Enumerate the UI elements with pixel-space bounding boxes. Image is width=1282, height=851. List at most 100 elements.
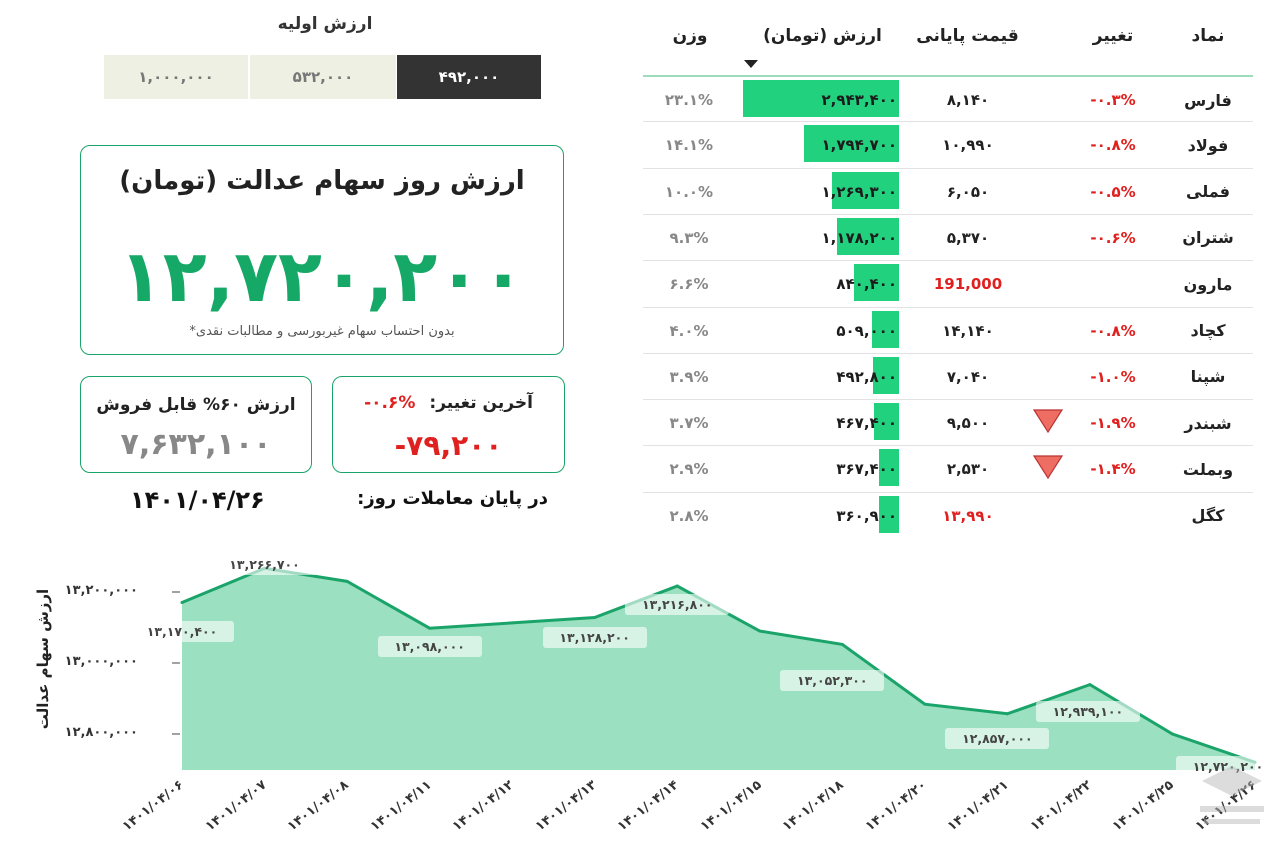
chart-data-point[interactable] — [1005, 712, 1009, 716]
table-row[interactable]: شپنا -۱.۰% ۷,۰۴۰ ۴۹۲,۸۰۰ ۳.۹% — [643, 352, 1253, 400]
table-row[interactable]: فارس -۰.۳% ۸,۱۴۰ ۲,۹۴۳,۴۰۰ ۲۳.۱% — [643, 75, 1253, 123]
chart-point-label: ۱۳,۰۹۸,۰۰۰ — [377, 636, 482, 658]
table-row[interactable]: شتران -۰.۶% ۵,۳۷۰ ۱,۱۷۸,۲۰۰ ۹.۳% — [643, 213, 1253, 261]
chart-data-point[interactable] — [510, 621, 514, 625]
trading-date: ۱۴۰۱/۰۴/۲۶ — [130, 486, 265, 514]
value-text: ۱,۷۹۴,۷۰۰ — [821, 136, 897, 155]
value-cell: ۲,۹۴۳,۴۰۰ — [743, 77, 899, 123]
table-row[interactable]: کچاد -۰.۸% ۱۴,۱۴۰ ۵۰۹,۰۰۰ ۴.۰% — [643, 306, 1253, 354]
weight-cell: ۳.۷% — [669, 414, 709, 433]
value-text: ۸۴۰,۴۰۰ — [836, 275, 897, 294]
y-tick-label: ۱۳,۰۰۰,۰۰۰ — [64, 654, 138, 669]
equity-value-title: ارزش روز سهام عدالت (تومان) — [119, 166, 525, 196]
initial-value-option-492000[interactable]: ۴۹۲,۰۰۰ — [397, 55, 541, 99]
change-cell: -۰.۸% — [1090, 321, 1136, 340]
table-row[interactable]: فملی -۰.۵% ۶,۰۵۰ ۱,۲۶۹,۳۰۰ ۱۰.۰% — [643, 167, 1253, 215]
value-cell: ۸۴۰,۴۰۰ — [743, 261, 899, 307]
value-cell: ۴۶۷,۴۰۰ — [743, 400, 899, 446]
chart-data-point[interactable] — [593, 615, 597, 619]
value-text: ۲,۹۴۳,۴۰۰ — [821, 91, 897, 109]
change-arrow-cell — [1028, 493, 1068, 539]
sort-descending-icon — [744, 60, 758, 68]
chart-data-point[interactable] — [345, 579, 349, 583]
weight-cell: ۲۳.۱% — [664, 91, 714, 109]
chart-point-label: ۱۳,۱۷۰,۴۰۰ — [130, 620, 234, 642]
weight-cell: ۲.۸% — [669, 506, 709, 525]
value-bar — [879, 495, 899, 533]
weight-cell: ۲.۹% — [669, 460, 709, 479]
chart-data-point[interactable] — [1088, 683, 1092, 687]
chart-point-label: ۱۲,۹۳۹,۱۰۰ — [1035, 700, 1140, 722]
change-cell — [1063, 261, 1163, 307]
weight-cell: ۴.۰% — [669, 321, 709, 340]
chart-data-point[interactable] — [1170, 732, 1174, 736]
equity-value-note: *بدون احتساب سهام غیربورسی و مطالبات نقد… — [189, 324, 455, 339]
value-cell: ۱,۱۷۸,۲۰۰ — [743, 215, 899, 261]
column-header-change[interactable]: تغییر — [1092, 26, 1134, 46]
symbol-cell: شبندر — [1184, 413, 1232, 433]
down-triangle-icon — [1032, 454, 1064, 484]
chart-data-point[interactable] — [840, 642, 844, 646]
value-cell: ۳۶۰,۹۰۰ — [743, 493, 899, 539]
chart-point-label: ۱۳,۰۵۲,۳۰۰ — [780, 670, 885, 692]
change-cell: -۱.۰% — [1090, 367, 1136, 386]
price-cell: ۶,۰۵۰ — [946, 182, 990, 201]
change-arrow-cell — [1028, 308, 1068, 354]
initial-value-option-1000000[interactable]: ۱,۰۰۰,۰۰۰ — [104, 55, 248, 99]
change-cell: -۱.۴% — [1090, 460, 1136, 479]
chart-point-label: ۱۳,۱۲۸,۲۰۰ — [542, 627, 647, 649]
table-row[interactable]: وبملت -۱.۴% ۲,۵۳۰ ۳۶۷,۴۰۰ ۲.۹% — [643, 445, 1253, 492]
value-text: ۴۹۲,۸۰۰ — [836, 367, 897, 386]
column-header-symbol[interactable]: نماد — [1191, 26, 1225, 46]
symbol-cell: کگل — [1191, 506, 1225, 526]
initial-value-title: ارزش اولیه — [277, 14, 373, 34]
column-header-price[interactable]: قیمت پایانی — [916, 26, 1019, 46]
symbol-cell: کچاد — [1190, 321, 1226, 340]
chart-data-point[interactable] — [675, 584, 679, 588]
chart-data-point[interactable] — [923, 702, 927, 706]
last-change-percent: -۰.۶% — [364, 393, 416, 413]
price-cell: ۸,۱۴۰ — [946, 91, 990, 109]
price-cell: ۹,۵۰۰ — [946, 414, 990, 433]
column-header-weight[interactable]: وزن — [672, 26, 708, 46]
change-arrow-cell — [1028, 354, 1068, 400]
value-cell: ۴۹۲,۸۰۰ — [743, 354, 899, 400]
symbol-cell: مارون — [1183, 274, 1233, 294]
value-cell: ۱,۷۹۴,۷۰۰ — [743, 122, 899, 168]
chart-data-point[interactable] — [428, 626, 432, 630]
price-cell: ۱۰,۹۹۰ — [942, 136, 994, 155]
column-header-value[interactable]: ارزش (تومان) — [763, 26, 882, 46]
value-bar — [836, 217, 899, 255]
value-text: ۳۶۷,۴۰۰ — [836, 460, 897, 479]
value-text: ۱,۱۷۸,۲۰۰ — [821, 228, 897, 247]
table-row[interactable]: کگل ۱۳,۹۹۰ ۳۶۰,۹۰۰ ۲.۸% — [643, 491, 1253, 539]
table-row[interactable]: شبندر -۱.۹% ۹,۵۰۰ ۴۶۷,۴۰۰ ۳.۷% — [643, 399, 1253, 446]
value-text: ۱,۲۶۹,۳۰۰ — [821, 182, 897, 201]
symbol-cell: وبملت — [1182, 459, 1234, 479]
price-cell: ۵,۳۷۰ — [946, 228, 990, 247]
change-arrow-cell — [1028, 77, 1068, 123]
sellable-value-title: ارزش ۶۰% قابل فروش — [96, 395, 296, 415]
symbol-cell: شپنا — [1190, 367, 1226, 387]
table-row[interactable]: فولاد -۰.۸% ۱۰,۹۹۰ ۱,۷۹۴,۷۰۰ ۱۴.۱% — [643, 121, 1253, 168]
sellable-value-card: ارزش ۶۰% قابل فروش ۷,۶۳۲,۱۰۰ — [80, 376, 312, 473]
watermark-logo — [1192, 751, 1272, 841]
chart-point-label: ۱۲,۷۲۰,۲۰۰ — [1176, 756, 1280, 778]
chart-point-label: ۱۳,۲۱۶,۸۰۰ — [625, 594, 730, 616]
chart-data-point[interactable] — [180, 601, 184, 605]
table-row[interactable]: مارون 191,000 ۸۴۰,۴۰۰ ۶.۶% — [643, 260, 1253, 307]
value-bar — [879, 449, 899, 487]
weight-cell: ۹.۳% — [669, 228, 709, 247]
last-change-amount: -۷۹,۲۰۰ — [394, 429, 503, 462]
chart-point-label: ۱۳,۲۶۶,۷۰۰ — [212, 554, 317, 576]
value-bar — [872, 356, 899, 394]
chart-data-point[interactable] — [758, 629, 762, 633]
symbol-cell: فارس — [1184, 90, 1232, 110]
value-bar — [854, 264, 899, 302]
value-cell: ۵۰۹,۰۰۰ — [743, 308, 899, 354]
weight-cell: ۱۴.۱% — [664, 136, 714, 155]
down-triangle-icon — [1032, 408, 1064, 438]
initial-value-option-532000[interactable]: ۵۳۲,۰۰۰ — [250, 55, 396, 99]
change-arrow-cell — [1028, 261, 1068, 307]
chart-point-label: ۱۲,۸۵۷,۰۰۰ — [945, 727, 1050, 749]
